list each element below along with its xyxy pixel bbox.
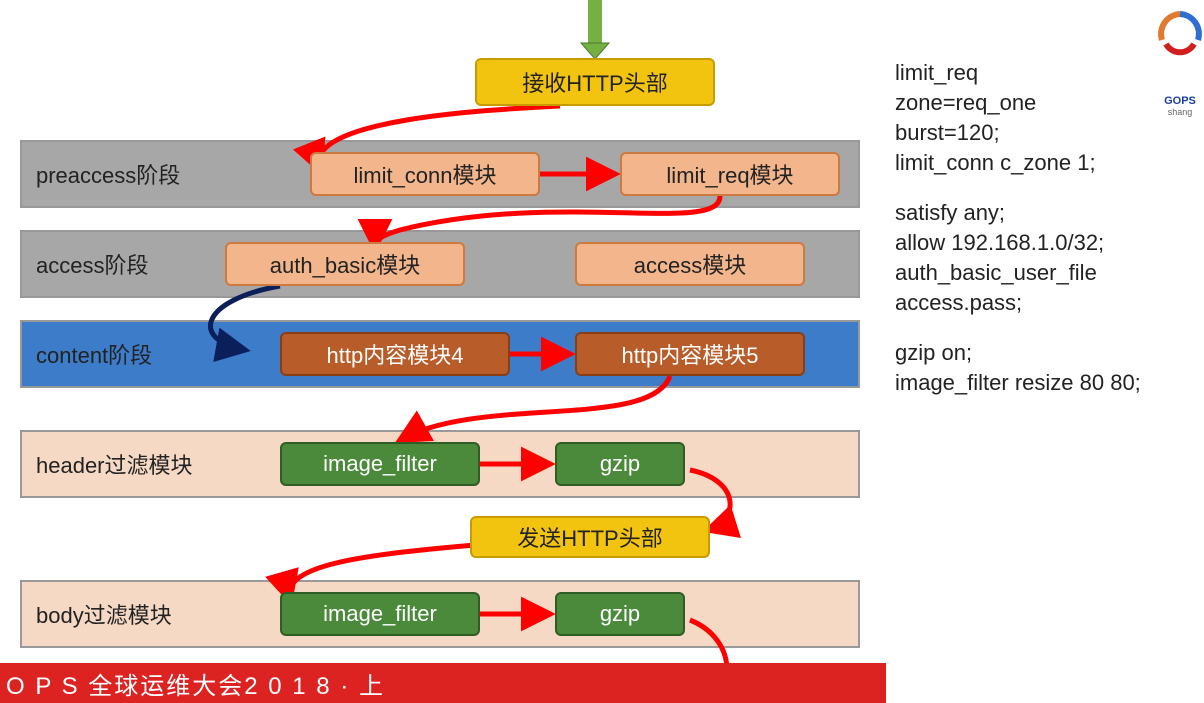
node-limit-conn: limit_conn模块 — [310, 152, 540, 196]
footer-bar: O P S 全球运维大会2 0 1 8 · 上 — [0, 663, 886, 703]
node-send-head: 发送HTTP头部 — [470, 516, 710, 558]
node-image-filter-header: image_filter — [280, 442, 480, 486]
node-label: http内容模块4 — [327, 338, 464, 370]
node-limit-req: limit_req模块 — [620, 152, 840, 196]
node-label: 接收HTTP头部 — [522, 66, 667, 98]
config-text-block: limit_reqzone=req_oneburst=120;limit_con… — [895, 58, 1141, 398]
phase-label: access阶段 — [36, 248, 148, 280]
phase-label: body过滤模块 — [36, 598, 172, 630]
phase-label: content阶段 — [36, 338, 152, 370]
node-label: limit_conn模块 — [353, 158, 496, 190]
node-label: limit_req模块 — [666, 158, 793, 190]
node-label: access模块 — [634, 248, 746, 280]
node-recv-http: 接收HTTP头部 — [475, 58, 715, 106]
node-http5: http内容模块5 — [575, 332, 805, 376]
node-access: access模块 — [575, 242, 805, 286]
node-label: gzip — [600, 451, 640, 477]
node-gzip-header: gzip — [555, 442, 685, 486]
node-http4: http内容模块4 — [280, 332, 510, 376]
node-label: http内容模块5 — [622, 338, 759, 370]
logo-text-bottom: shang — [1156, 107, 1204, 117]
phase-label: preaccess阶段 — [36, 158, 180, 190]
node-label: auth_basic模块 — [270, 248, 420, 280]
gops-logo: GOPS shang — [1156, 10, 1204, 90]
node-gzip-body: gzip — [555, 592, 685, 636]
node-label: 发送HTTP头部 — [517, 521, 662, 553]
phase-label: header过滤模块 — [36, 448, 193, 480]
node-image-filter-body: image_filter — [280, 592, 480, 636]
node-label: image_filter — [323, 601, 437, 627]
node-auth-basic: auth_basic模块 — [225, 242, 465, 286]
footer-text: O P S 全球运维大会2 0 1 8 · 上 — [6, 666, 385, 701]
logo-text-top: GOPS — [1156, 95, 1204, 107]
node-label: image_filter — [323, 451, 437, 477]
node-label: gzip — [600, 601, 640, 627]
diagram-stage: preaccess阶段 access阶段 content阶段 header过滤模… — [0, 0, 1204, 703]
